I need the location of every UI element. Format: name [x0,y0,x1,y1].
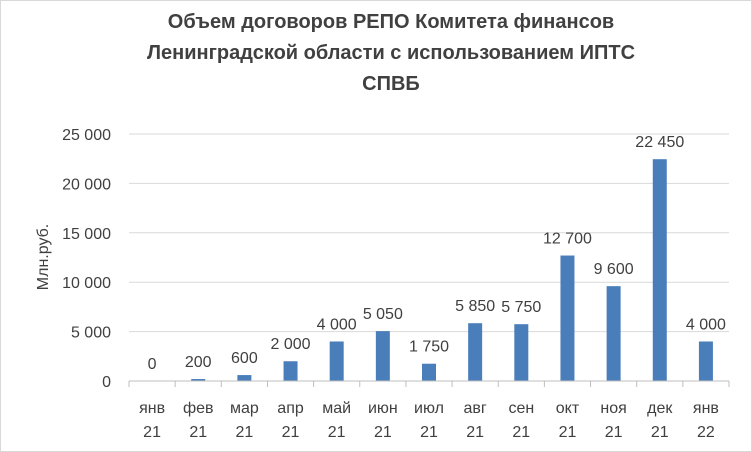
x-tick-label-month: янв [139,400,165,417]
data-label: 4 000 [686,316,726,333]
y-tick-label: 5 000 [71,325,111,342]
x-tick-label-month: дек [647,400,673,417]
x-tick-label-month: мар [230,400,259,417]
bar [560,255,575,381]
bar [237,375,252,381]
chart-title-line-2: Ленинградской области с использованием И… [146,42,636,64]
data-label: 5 050 [363,306,403,323]
x-tick-label-year: 21 [559,424,577,441]
chart-title-line-3: СПВБ [362,73,420,95]
x-tick-label-year: 21 [374,424,392,441]
x-tick-label-month: апр [277,400,304,417]
y-tick-label: 10 000 [62,275,111,292]
x-tick-label-year: 21 [189,424,207,441]
x-tick-label-month: июл [414,400,444,417]
bar [606,286,621,381]
x-tick-label-year: 21 [143,424,161,441]
x-tick-label-year: 22 [697,424,715,441]
bar [468,323,483,381]
data-label: 12 700 [543,231,592,248]
data-label: 22 450 [635,134,684,151]
data-label: 9 600 [594,261,634,278]
data-label: 0 [148,356,157,373]
x-tick-label-year: 21 [651,424,669,441]
bar [514,324,529,381]
chart-title-line-1: Объем договоров РЕПО Комитета финансов [167,11,615,33]
x-tick-label-month: фев [183,400,214,417]
data-label: 600 [231,350,258,367]
bar [422,363,436,381]
bar [698,341,713,381]
x-tick-label-month: сен [508,400,534,417]
x-tick-label-year: 21 [512,424,530,441]
y-tick-label: 15 000 [62,226,111,243]
x-tick-label-month: май [322,400,351,417]
data-label: 200 [185,354,212,371]
x-tick-label-year: 21 [328,424,346,441]
data-label: 5 850 [455,298,495,315]
x-tick-label-year: 21 [282,424,300,441]
x-tick-label-year: 21 [605,424,623,441]
bar [329,341,344,381]
x-tick-label-month: авг [464,400,487,417]
y-tick-label: 20 000 [62,176,111,193]
x-tick-label-month: июн [368,400,398,417]
y-axis-title: Млн.руб. [35,224,52,290]
x-tick-label-year: 21 [235,424,253,441]
chart-title: Объем договоров РЕПО Комитета финансов Л… [41,7,741,100]
data-label: 2 000 [271,336,311,353]
x-tick-label-month: ноя [600,400,626,417]
y-tick-label: 0 [102,374,111,391]
x-tick-label-month: янв [693,400,719,417]
bar [652,159,667,381]
bar [191,379,206,381]
data-label: 5 750 [501,299,541,316]
bar [375,331,390,381]
x-tick-label-year: 21 [466,424,484,441]
data-label: 1 750 [409,339,449,356]
x-tick-label-month: окт [556,400,580,417]
data-label: 4 000 [317,316,357,333]
x-tick-label-year: 21 [420,424,438,441]
bar [283,361,298,381]
y-tick-label: 25 000 [62,127,111,144]
